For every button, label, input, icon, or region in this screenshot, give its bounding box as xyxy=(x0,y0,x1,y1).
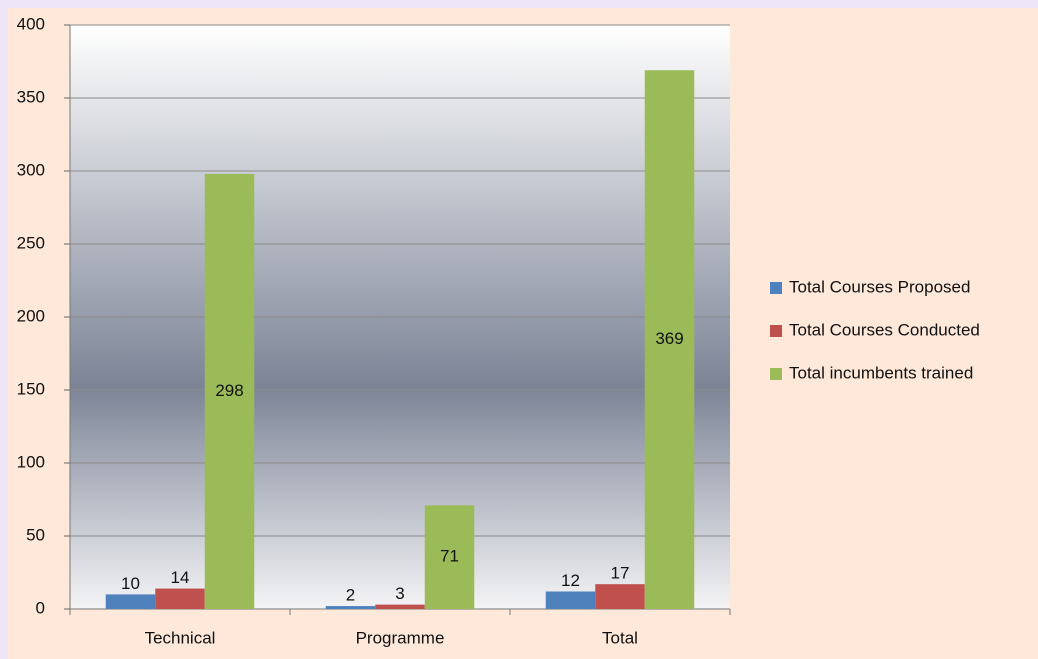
data-label: 71 xyxy=(440,547,459,566)
legend-label: Total Courses Proposed xyxy=(789,277,970,296)
y-tick-label: 200 xyxy=(17,306,45,325)
data-label: 298 xyxy=(215,381,243,400)
data-label: 10 xyxy=(121,574,140,593)
y-tick-label: 250 xyxy=(17,233,45,252)
left-border xyxy=(0,0,8,659)
legend-swatch xyxy=(770,282,782,294)
legend-label: Total Courses Conducted xyxy=(789,320,980,339)
bar xyxy=(375,604,425,609)
legend-swatch xyxy=(770,325,782,337)
bar xyxy=(644,70,695,609)
y-tick-label: 300 xyxy=(17,160,45,179)
y-tick-label: 400 xyxy=(17,14,45,33)
y-tick-label: 50 xyxy=(26,525,45,544)
top-border xyxy=(0,0,1038,8)
y-tick-label: 0 xyxy=(36,598,45,617)
data-label: 2 xyxy=(346,586,355,605)
bar xyxy=(595,584,645,609)
y-tick-label: 100 xyxy=(17,452,45,471)
bar xyxy=(204,173,255,610)
bar xyxy=(325,606,376,609)
bar xyxy=(105,594,156,609)
legend-swatch xyxy=(770,368,782,380)
data-label: 17 xyxy=(611,564,630,583)
bar xyxy=(545,591,596,609)
data-label: 369 xyxy=(655,329,683,348)
x-tick-label: Programme xyxy=(356,628,445,647)
x-tick-label: Technical xyxy=(145,628,216,647)
x-tick-label: Total xyxy=(602,628,638,647)
y-tick-label: 150 xyxy=(17,379,45,398)
y-tick-label: 350 xyxy=(17,87,45,106)
legend-label: Total incumbents trained xyxy=(789,363,973,382)
bar xyxy=(424,505,475,609)
data-label: 12 xyxy=(561,571,580,590)
data-label: 14 xyxy=(171,568,190,587)
data-label: 3 xyxy=(395,584,404,603)
bar xyxy=(155,588,205,609)
